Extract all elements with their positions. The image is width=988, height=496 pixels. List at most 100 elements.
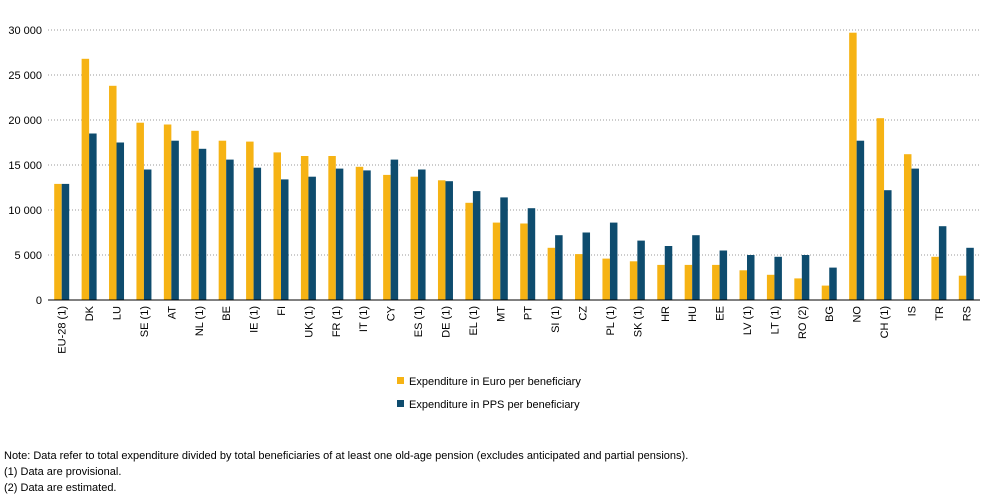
x-tick-label: UK (1) (303, 306, 315, 338)
bar-pps (884, 190, 892, 300)
bar-euro (54, 183, 62, 300)
bars (54, 32, 974, 300)
bar-euro (794, 278, 802, 300)
x-tick-label: HU (687, 306, 699, 322)
x-tick-label: BE (221, 306, 233, 321)
bar-pps (500, 197, 508, 300)
bar-pps (171, 140, 179, 300)
bar-pps (664, 246, 673, 300)
bar-pps (801, 255, 810, 300)
x-tick-label: IE (1) (249, 306, 261, 333)
bar-euro (958, 275, 967, 300)
bar-pps (61, 183, 70, 300)
bar-euro (355, 166, 364, 300)
x-tick-label: MT (495, 306, 507, 322)
bar-pps (472, 191, 481, 300)
bar-euro (629, 261, 638, 300)
x-tick-label: CH (1) (879, 306, 891, 338)
legend-swatch-pps (397, 400, 404, 407)
y-tick-label: 30 000 (8, 25, 42, 37)
bar-euro (547, 247, 556, 300)
x-tick-label: DK (84, 305, 96, 321)
bar-euro (684, 264, 693, 300)
bar-pps (692, 235, 700, 300)
y-tick-label: 25 000 (8, 70, 42, 82)
x-tick-label: PT (523, 306, 535, 320)
note-main: Note: Data refer to total expenditure di… (4, 450, 689, 462)
x-tick-label: EE (715, 306, 727, 321)
x-tick-label: RO (2) (797, 306, 809, 339)
x-tick-label: SE (1) (139, 306, 151, 337)
y-tick-label: 15 000 (8, 160, 42, 172)
y-tick-label: 0 (36, 295, 42, 307)
x-tick-label: NO (852, 306, 864, 323)
y-axis-tick-labels: 0 5 000 10 000 15 000 20 000 25 000 30 000 (8, 25, 42, 307)
legend-swatch-euro (397, 377, 404, 384)
x-tick-label: SI (1) (550, 306, 562, 333)
bar-pps (637, 240, 645, 300)
x-tick-label: CY (386, 305, 398, 321)
bar-euro (437, 180, 446, 300)
legend: Expenditure in Euro per beneficiary Expe… (397, 376, 581, 411)
bar-pps (938, 226, 947, 300)
x-tick-label: NL (1) (194, 306, 206, 336)
bar-pps (911, 168, 919, 300)
bar-pps (335, 168, 344, 300)
bar-pps (198, 148, 207, 300)
bar-pps (89, 133, 97, 300)
x-tick-label: IT (1) (358, 306, 370, 332)
bar-euro (81, 58, 90, 300)
bar-euro (849, 32, 857, 300)
y-tick-label: 20 000 (8, 115, 42, 127)
bar-euro (931, 256, 939, 300)
bar-pps (116, 142, 125, 300)
bar-pps (253, 167, 262, 300)
bar-pps (747, 255, 755, 300)
bar-pps (555, 235, 563, 300)
x-tick-label: LV (1) (742, 306, 754, 335)
note-estimated: (2) Data are estimated. (4, 482, 117, 494)
x-tick-label: HR (660, 306, 672, 322)
x-tick-label: RS (961, 306, 973, 321)
bar-euro (410, 176, 419, 300)
x-tick-label: AT (166, 306, 178, 320)
bar-pps (527, 208, 536, 300)
bar-euro (876, 118, 885, 300)
bar-euro (109, 85, 117, 300)
bar-euro (273, 152, 281, 300)
bar-pps (226, 159, 234, 300)
x-tick-label: SK (1) (632, 306, 644, 337)
x-tick-label: LU (112, 306, 124, 320)
x-tick-label: EL (1) (468, 306, 480, 336)
x-tick-label: TR (934, 306, 946, 321)
bar-euro (328, 156, 336, 300)
bar-pps (856, 140, 865, 300)
bar-euro (218, 140, 227, 300)
x-tick-label: IS (906, 306, 918, 316)
x-tick-label: BG (824, 306, 836, 322)
bar-pps (966, 247, 974, 300)
bar-pps (774, 256, 782, 300)
bar-euro (712, 264, 720, 300)
footnotes: Note: Data refer to total expenditure di… (4, 448, 688, 496)
bar-pps (390, 159, 399, 300)
bar-euro (191, 130, 199, 300)
legend-label-pps: Expenditure in PPS per beneficiary (409, 399, 580, 411)
bar-pps (363, 170, 371, 300)
y-tick-label: 5 000 (14, 250, 42, 262)
bar-euro (602, 258, 610, 300)
bar-euro (657, 264, 665, 300)
x-tick-label: EU-28 (1) (57, 306, 69, 354)
bar-euro (300, 156, 309, 300)
bar-pps (719, 250, 728, 300)
bar-euro (136, 122, 144, 300)
x-tick-label: FI (276, 306, 288, 316)
y-tick-label: 10 000 (8, 205, 42, 217)
bar-pps (829, 267, 837, 300)
bar-chart: 0 5 000 10 000 15 000 20 000 25 000 30 000 EU-… (8, 25, 980, 411)
x-axis-tick-labels: EU-28 (1) DK LU SE (1) AT NL (1) BE IE (1) FI UK … (57, 305, 974, 353)
bar-euro (465, 202, 473, 300)
bar-pps (609, 222, 618, 300)
bar-pps (582, 232, 591, 300)
gridlines (48, 29, 980, 256)
